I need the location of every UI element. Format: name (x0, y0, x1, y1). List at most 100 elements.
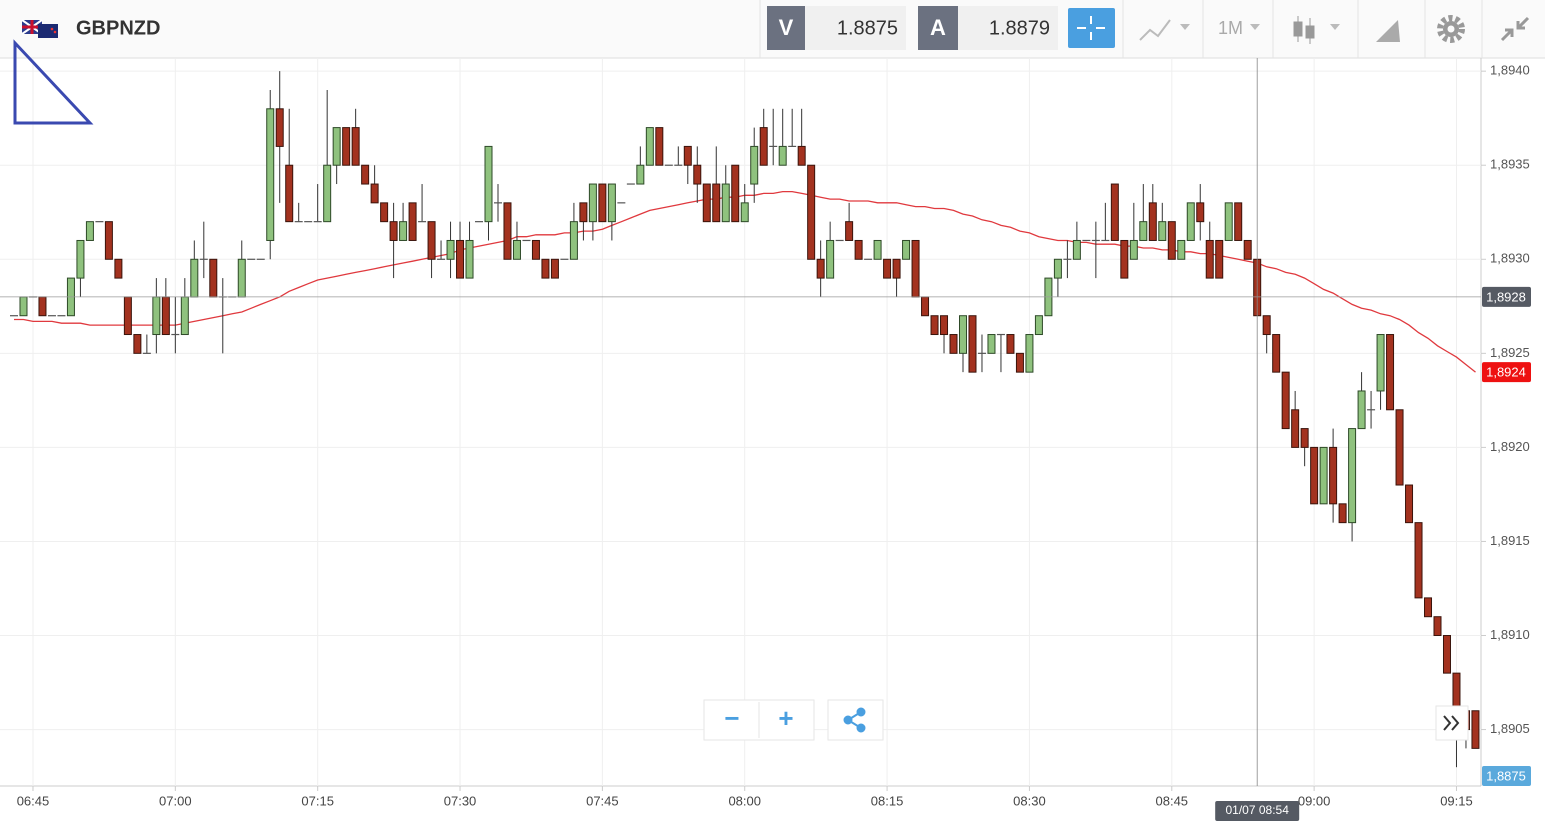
candle-body (1034, 315, 1043, 336)
candle-body (949, 334, 958, 354)
y-tick-label: 1,8930 (1490, 251, 1530, 266)
candle-body (1319, 446, 1328, 505)
share-button[interactable] (827, 699, 884, 741)
buy-button[interactable] (918, 6, 958, 50)
y-tick-label: 1,8910 (1490, 627, 1530, 642)
candle-body (607, 183, 616, 223)
candle-body (1272, 334, 1281, 373)
chart-type-button[interactable] (1293, 16, 1340, 44)
grid: 1,8905 1,8910 1,8915 1,8920 1,8925 1,8930 1,89… (0, 58, 1530, 808)
x-tick-label: 08:15 (871, 793, 904, 808)
candle-body (133, 334, 142, 354)
candle-body (152, 296, 161, 336)
buy-label[interactable]: A (930, 15, 946, 40)
candle-body (541, 258, 550, 279)
candle-body (1424, 597, 1433, 618)
y-tick-label: 1,8925 (1490, 345, 1530, 360)
candle-body (1310, 446, 1319, 505)
candle-body (1291, 409, 1300, 448)
settings-button[interactable] (1437, 15, 1465, 43)
candle-body (104, 221, 113, 260)
candle-body (85, 221, 94, 241)
candle-body (968, 315, 977, 373)
candle-body (427, 221, 436, 260)
candle-body (361, 164, 370, 185)
candle-body (921, 296, 930, 317)
candle-body (389, 221, 398, 241)
candle-body (1376, 334, 1385, 392)
candle-body (826, 239, 835, 279)
candle-body (1053, 258, 1062, 279)
x-tick-label: 08:00 (728, 793, 761, 808)
candle-body (1452, 672, 1461, 712)
zoom-out[interactable]: − (724, 703, 739, 733)
candle-body (399, 221, 408, 241)
sell-label[interactable]: V (779, 15, 794, 40)
candle-body (1139, 221, 1148, 241)
price-tag-label: 1,8924 (1486, 365, 1526, 380)
candle-body (683, 145, 692, 166)
candle-body (123, 296, 132, 336)
collapse-button[interactable] (1500, 16, 1530, 42)
drawing-button[interactable] (1376, 20, 1400, 42)
x-tick-label: 09:00 (1298, 793, 1331, 808)
candle-body (854, 239, 863, 260)
candle-body (911, 239, 920, 298)
x-tick-label: 08:45 (1156, 793, 1189, 808)
candle-body (721, 183, 730, 223)
indicator-button[interactable] (1139, 19, 1190, 41)
candle-body (1186, 202, 1195, 241)
price-tag (1482, 286, 1531, 307)
buy-price[interactable]: 1.8879 (989, 17, 1050, 39)
share-icon (843, 707, 866, 733)
candle-body (285, 164, 294, 223)
price-tag (1482, 362, 1531, 383)
candle-body (1357, 390, 1366, 430)
zoom-in[interactable]: + (778, 703, 793, 733)
y-tick-label: 1,8905 (1490, 721, 1530, 736)
timeframe-arrow (1250, 24, 1260, 30)
candle-body (759, 127, 768, 166)
sell-price[interactable]: 1.8875 (837, 17, 898, 39)
crosshair-tag (1215, 801, 1300, 821)
candle-body (1471, 710, 1480, 749)
candle-body (1234, 202, 1243, 241)
candle-body (342, 127, 351, 166)
candle-body (1129, 239, 1138, 260)
candle-body (845, 221, 854, 241)
candle-body (1386, 334, 1395, 411)
timeframe[interactable]: 1M (1218, 18, 1243, 38)
scroll-right-button[interactable] (1435, 705, 1469, 741)
candle-body (930, 315, 939, 336)
candle-body (1072, 239, 1081, 260)
candle-body (1158, 221, 1167, 241)
x-tick-label: 07:15 (301, 793, 334, 808)
candle-body (465, 239, 474, 279)
crosshair-button[interactable] (1068, 8, 1115, 48)
candle-body (275, 108, 284, 147)
buy-price-box[interactable] (958, 6, 1058, 50)
candle-body (19, 296, 28, 317)
sell-button[interactable] (767, 6, 805, 50)
candle-body (731, 164, 740, 223)
candle-body (380, 202, 389, 223)
candle-body (180, 296, 189, 336)
candle-body (1196, 202, 1205, 223)
candle-body (456, 239, 465, 279)
y-tick-label: 1,8940 (1490, 63, 1530, 78)
candle-body (750, 145, 759, 185)
sell-price-box[interactable] (805, 6, 906, 50)
candle-body (408, 202, 417, 241)
candle-body (1224, 202, 1233, 241)
candle-body (1243, 239, 1252, 260)
candle-body (370, 183, 379, 204)
labels: 1,8928 1,8924 1,8875 01/07 08:54 (1215, 58, 1531, 821)
x-tick-label: 08:30 (1013, 793, 1046, 808)
candle-body (512, 239, 521, 260)
candle-body (209, 258, 218, 298)
y-tick-label: 1,8935 (1490, 157, 1530, 172)
candle-body (693, 164, 702, 185)
candle-body (1329, 446, 1338, 505)
candle-body (1015, 352, 1024, 373)
